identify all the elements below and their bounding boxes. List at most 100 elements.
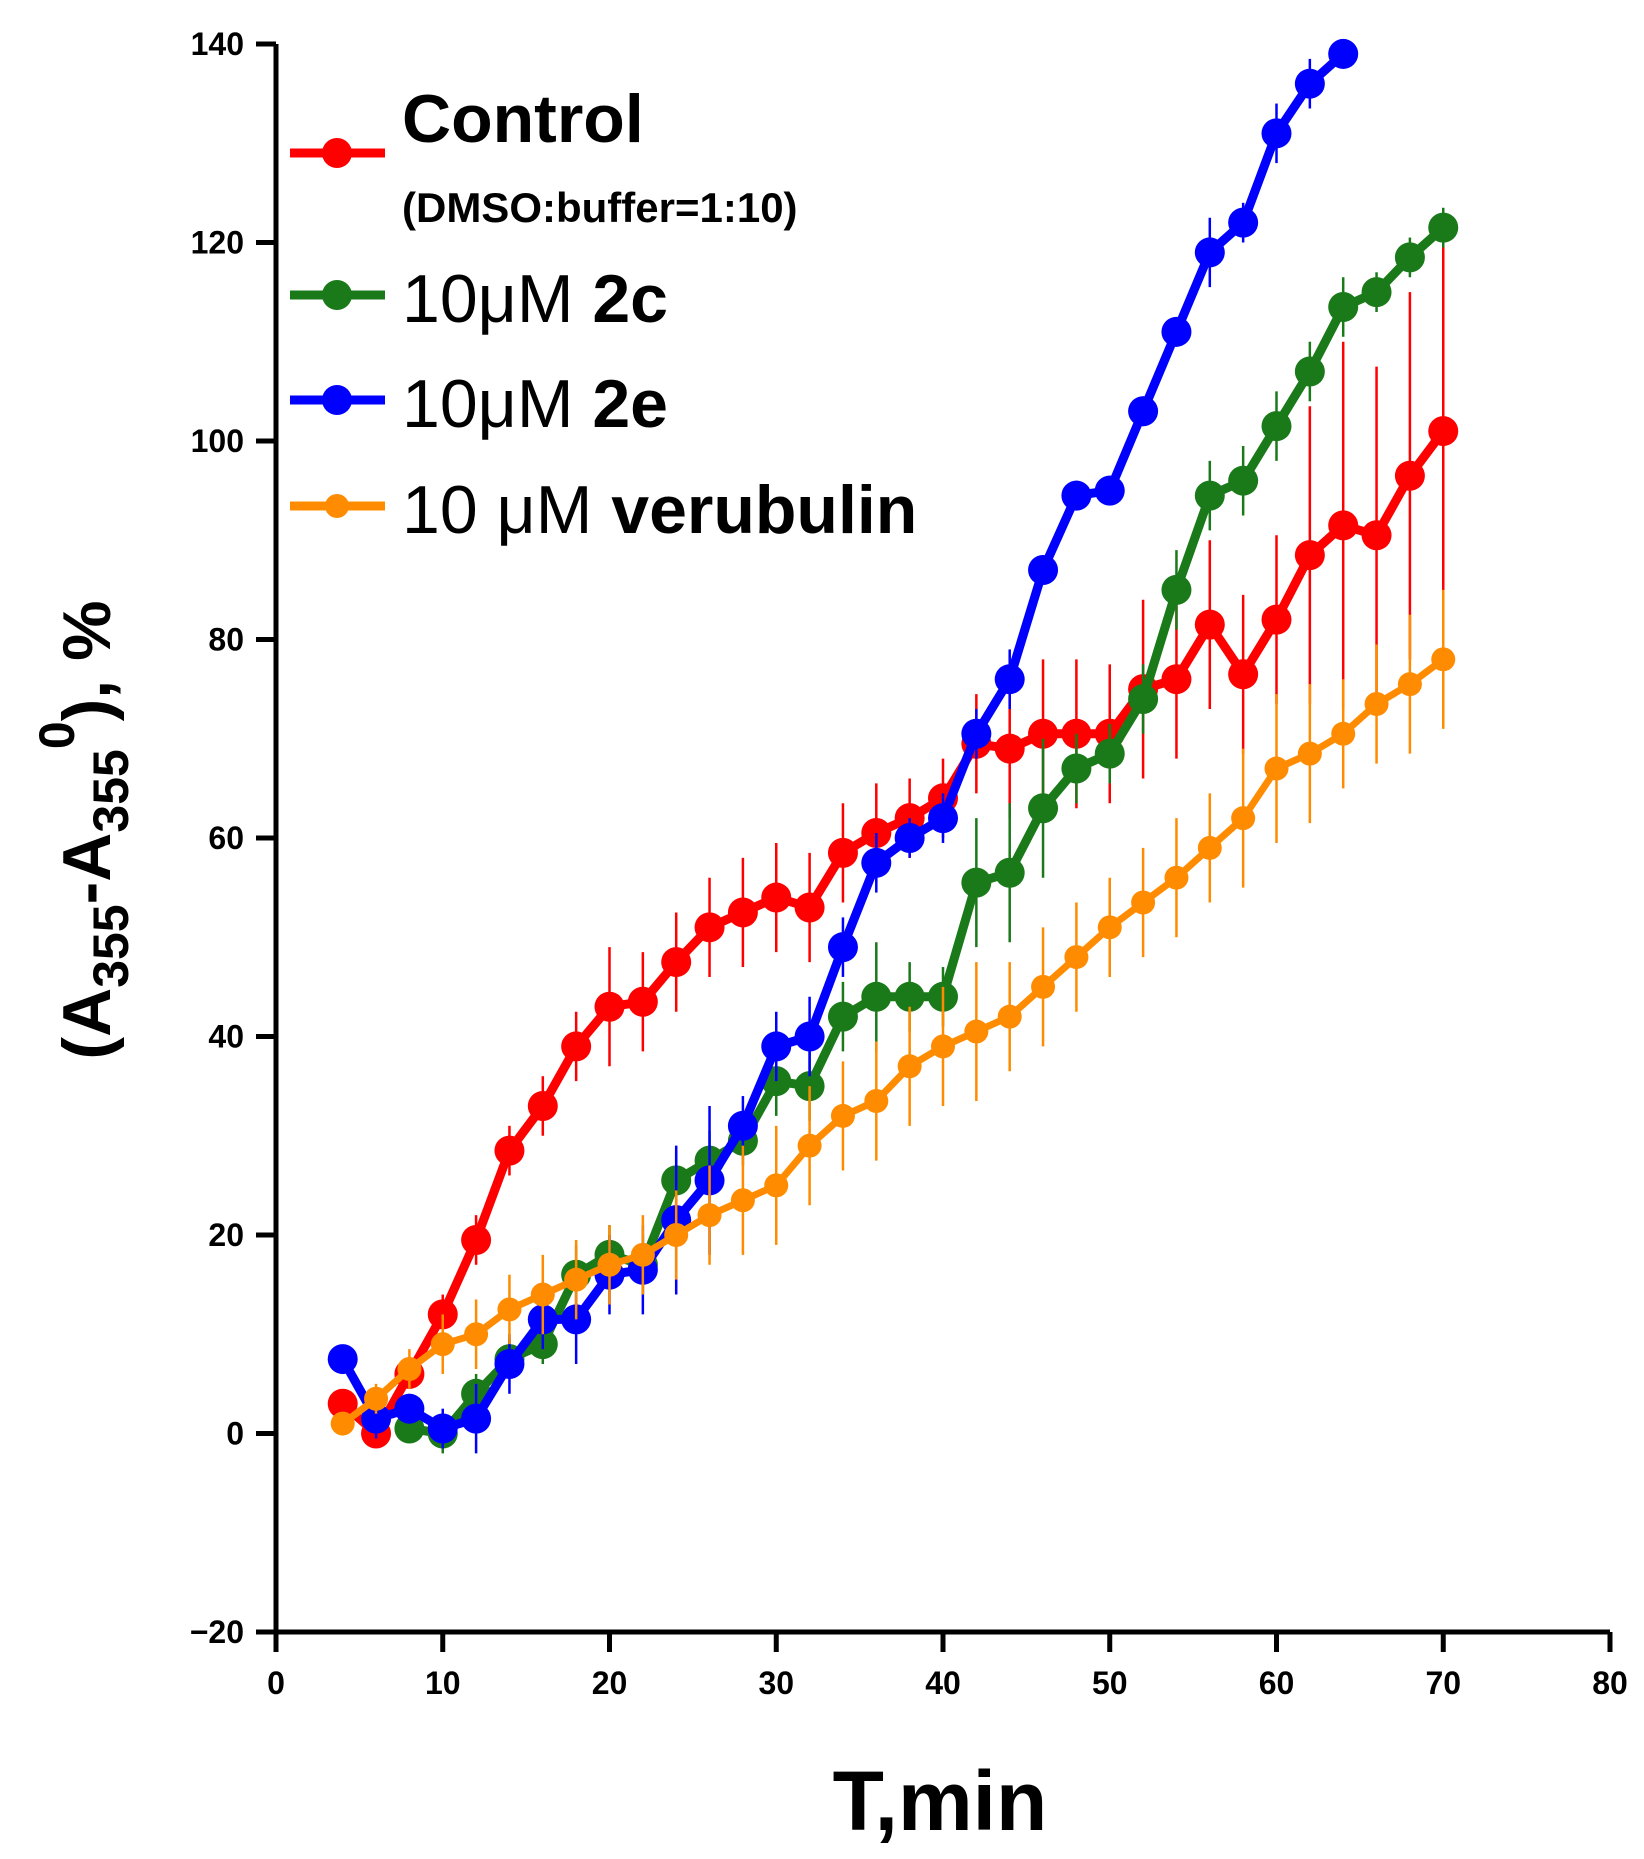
data-point bbox=[327, 1388, 358, 1419]
data-point bbox=[597, 1252, 622, 1277]
data-point bbox=[1228, 207, 1259, 238]
y-axis-title-sub2: 355 bbox=[83, 749, 139, 832]
data-point bbox=[627, 986, 658, 1017]
data-point bbox=[1328, 38, 1359, 69]
data-point bbox=[1031, 974, 1056, 999]
data-point bbox=[464, 1322, 489, 1347]
x-tick-label: 30 bbox=[758, 1665, 794, 1701]
data-point bbox=[594, 991, 625, 1022]
data-point bbox=[1364, 692, 1389, 717]
data-point bbox=[861, 981, 892, 1012]
data-point bbox=[494, 1349, 525, 1380]
x-axis-title: T,min bbox=[833, 1754, 1048, 1848]
data-point bbox=[1161, 316, 1192, 347]
y-tick-label: 100 bbox=[191, 423, 244, 459]
data-point bbox=[561, 1031, 592, 1062]
data-point bbox=[1128, 396, 1159, 427]
x-tick-label: 40 bbox=[925, 1665, 961, 1701]
data-point bbox=[1194, 480, 1225, 511]
data-point bbox=[1228, 465, 1259, 496]
data-point bbox=[1231, 806, 1256, 831]
data-point bbox=[727, 897, 758, 928]
data-point bbox=[697, 1203, 722, 1228]
legend-label-2e-main: 10μM bbox=[402, 366, 592, 442]
data-point bbox=[1097, 915, 1122, 940]
data-point bbox=[961, 718, 992, 749]
data-point bbox=[1194, 609, 1225, 640]
data-point bbox=[997, 1004, 1022, 1029]
data-point bbox=[730, 1188, 755, 1213]
data-point bbox=[361, 1403, 392, 1434]
data-point bbox=[694, 912, 725, 943]
legend-sublabel-control: (DMSO:buffer=1:10) bbox=[402, 184, 798, 231]
data-point bbox=[1228, 659, 1259, 690]
data-point bbox=[797, 1133, 822, 1158]
x-tick-label: 60 bbox=[1259, 1665, 1295, 1701]
data-point bbox=[861, 847, 892, 878]
data-point bbox=[494, 1135, 525, 1166]
legend-item-2c: 10μM 2c bbox=[290, 261, 668, 337]
data-point bbox=[1064, 945, 1089, 970]
data-point bbox=[1028, 793, 1059, 824]
data-point bbox=[630, 1242, 655, 1267]
data-point bbox=[1131, 890, 1156, 915]
legend-label-control: Control bbox=[402, 81, 644, 157]
x-tick-label: 50 bbox=[1092, 1665, 1128, 1701]
data-point bbox=[894, 981, 925, 1012]
data-point bbox=[1261, 118, 1292, 149]
data-point bbox=[1197, 835, 1222, 860]
legend: Control (DMSO:buffer=1:10) 10μM 2c 10μM … bbox=[290, 81, 917, 548]
legend-label-verubulin: 10 μM verubulin bbox=[402, 472, 917, 548]
data-point bbox=[1061, 480, 1092, 511]
data-point bbox=[430, 1332, 455, 1357]
data-point bbox=[794, 1021, 825, 1052]
data-point bbox=[461, 1403, 492, 1434]
data-point bbox=[330, 1411, 355, 1436]
data-point bbox=[1028, 718, 1059, 749]
legend-marker-2e bbox=[322, 385, 352, 415]
y-axis-title-close: ), % bbox=[49, 600, 125, 721]
data-point bbox=[1428, 416, 1459, 447]
data-point bbox=[1361, 277, 1392, 308]
legend-label-2c: 10μM 2c bbox=[402, 261, 668, 337]
data-point bbox=[461, 1224, 492, 1255]
legend-item-2e: 10μM 2e bbox=[290, 366, 668, 442]
data-point bbox=[827, 932, 858, 963]
data-point bbox=[1294, 540, 1325, 571]
data-point bbox=[897, 1054, 922, 1079]
y-tick-label: 120 bbox=[191, 225, 244, 261]
data-point bbox=[1161, 664, 1192, 695]
legend-item-verubulin: 10 μM verubulin bbox=[290, 472, 917, 548]
y-axis-title-sub1: 355 bbox=[83, 904, 139, 987]
y-axis-title-open: (A bbox=[49, 988, 125, 1060]
data-point bbox=[1394, 242, 1425, 273]
legend-label-2e-bold: 2e bbox=[592, 366, 668, 442]
data-point bbox=[761, 882, 792, 913]
y-axis-title: (A355-A3550), % bbox=[29, 600, 139, 1059]
data-point bbox=[994, 733, 1025, 764]
data-point bbox=[1061, 753, 1092, 784]
data-point bbox=[1194, 237, 1225, 268]
data-point bbox=[761, 1031, 792, 1062]
series-verubulin bbox=[330, 589, 1456, 1436]
data-point bbox=[727, 1110, 758, 1141]
legend-label-verubulin-bold: verubulin bbox=[611, 472, 917, 548]
y-tick-label: 60 bbox=[208, 820, 244, 856]
x-tick-label: 20 bbox=[592, 1665, 628, 1701]
x-tick-label: 10 bbox=[425, 1665, 461, 1701]
legend-label-2c-main: 10μM bbox=[402, 261, 592, 337]
y-axis-title-sup: 0 bbox=[29, 721, 85, 749]
data-point bbox=[661, 947, 692, 978]
legend-label-2e: 10μM 2e bbox=[402, 366, 668, 442]
data-point bbox=[1431, 647, 1456, 672]
data-point bbox=[961, 867, 992, 898]
data-point bbox=[830, 1103, 855, 1128]
series-layer bbox=[327, 38, 1459, 1454]
x-tick-label: 70 bbox=[1425, 1665, 1461, 1701]
y-tick-label: 20 bbox=[208, 1217, 244, 1253]
data-point bbox=[527, 1090, 558, 1121]
data-point bbox=[864, 1089, 889, 1114]
y-tick-label: 40 bbox=[208, 1019, 244, 1055]
data-point bbox=[1294, 356, 1325, 387]
data-point bbox=[794, 892, 825, 923]
